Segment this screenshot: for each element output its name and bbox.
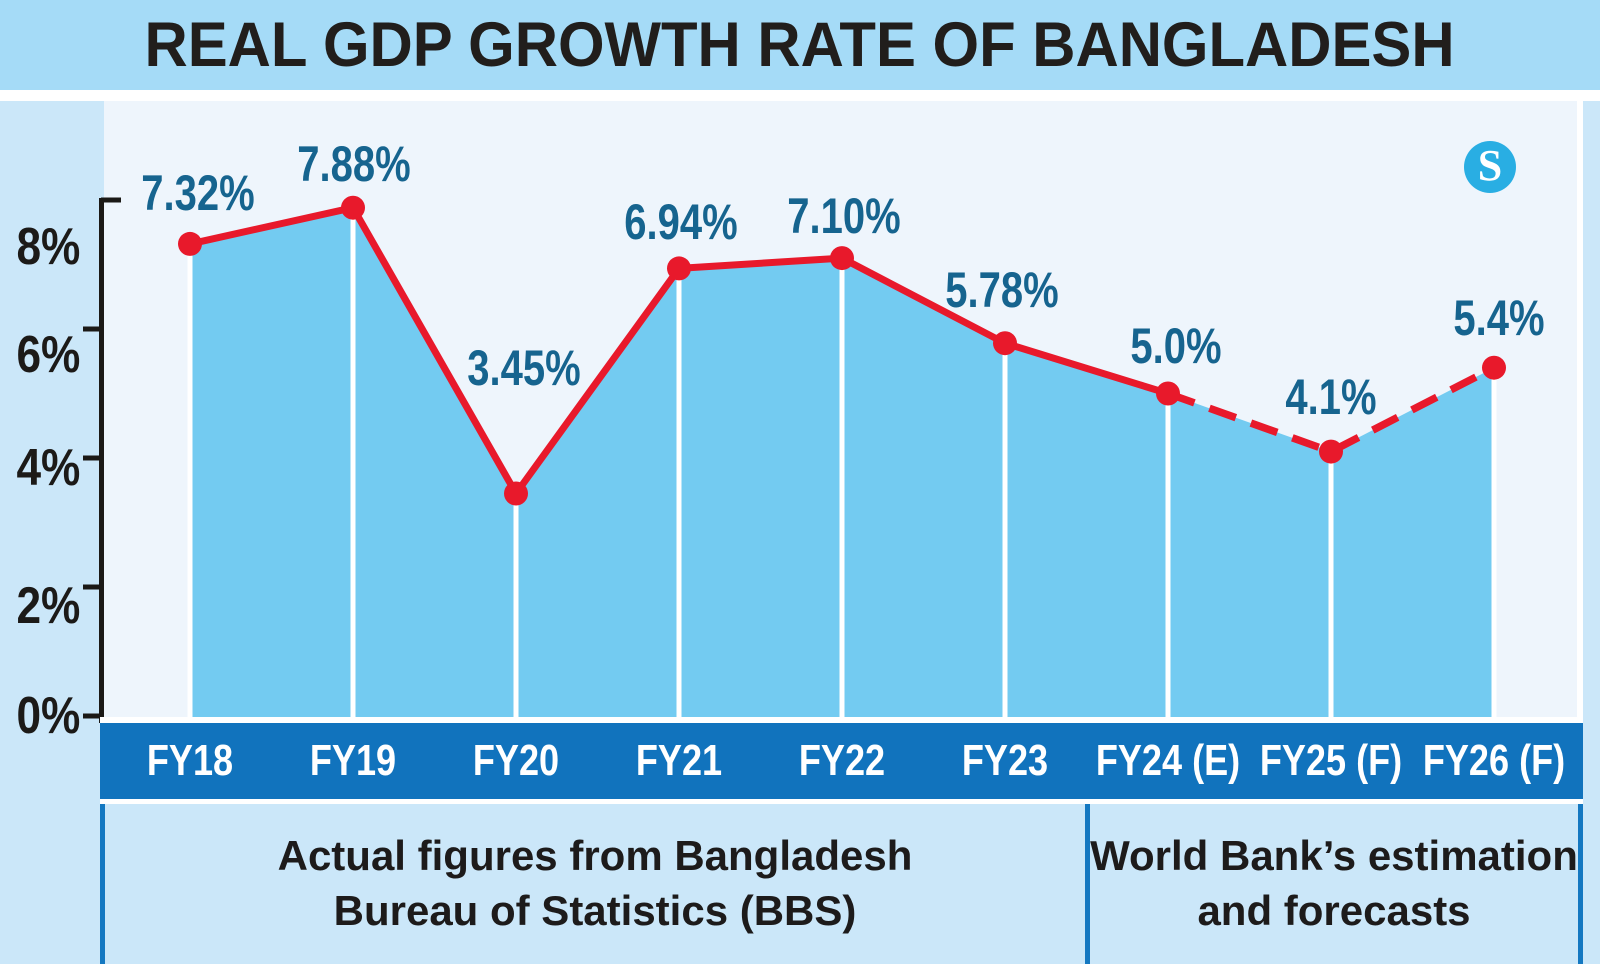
gap-below-x-band: [100, 799, 1583, 804]
x-axis-band: FY18 FY19 FY20 FY21 FY22 FY23 FY24 (E) FY25 (F)…: [100, 723, 1583, 799]
tbs-logo-letter: S: [1477, 140, 1503, 190]
data-point-marker-fy23: [993, 331, 1017, 356]
divider-under-title: [0, 90, 1600, 101]
data-point-marker-fy21: [667, 256, 691, 281]
area-separator: [1328, 451, 1334, 718]
data-point-marker-fy20: [504, 481, 528, 506]
annotation-worldbank-line1: World Bank’s estimation: [1090, 832, 1578, 880]
data-value-label: 7.88%: [297, 135, 411, 192]
data-value-label: 7.32%: [141, 164, 255, 221]
annotation-worldbank: World Bank’s estimation and forecasts: [1090, 804, 1578, 964]
x-axis-label: FY24 (E): [1095, 736, 1241, 785]
y-tick-label: 8%: [16, 218, 81, 276]
annotation-border-left: [100, 804, 105, 964]
y-tick-label: 4%: [16, 439, 81, 497]
chart-title: REAL GDP GROWTH RATE OF BANGLADESH: [144, 10, 1456, 80]
annotation-bbs: Actual figures from Bangladesh Bureau of…: [105, 804, 1085, 964]
area-separator: [1491, 367, 1497, 718]
data-point-marker-fy22: [830, 246, 854, 271]
area-separator: [350, 207, 356, 718]
data-value-label: 4.1%: [1285, 368, 1377, 425]
x-axis-label: FY18: [146, 736, 234, 785]
y-tick-label: 0%: [16, 687, 81, 745]
y-tick-label: 6%: [16, 326, 81, 384]
x-axis-label: FY21: [635, 736, 723, 785]
area-separator: [1002, 343, 1008, 718]
annotation-divider: [1085, 804, 1090, 964]
annotation-section: Actual figures from Bangladesh Bureau of…: [0, 804, 1600, 964]
x-axis-label: FY26 (F): [1422, 736, 1566, 785]
data-point-marker-fy24: [1156, 381, 1180, 406]
area-separator: [1165, 393, 1171, 718]
plot-right-gap: [1577, 101, 1583, 717]
gdp-line-forecast: [1166, 364, 1496, 456]
data-value-label: 7.10%: [787, 188, 901, 245]
data-value-label: 3.45%: [467, 339, 581, 396]
data-value-label: 5.4%: [1453, 289, 1545, 346]
data-point-marker-fy26: [1482, 355, 1506, 380]
data-value-label: 5.0%: [1130, 317, 1222, 374]
data-point-marker-fy25: [1319, 439, 1343, 464]
annotation-border-right: [1578, 804, 1583, 964]
x-axis-label: FY23: [961, 736, 1049, 785]
area-separator: [513, 493, 519, 718]
x-axis-label: FY19: [309, 736, 397, 785]
gap-above-x-band: [100, 717, 1583, 723]
data-value-label: 6.94%: [624, 194, 738, 251]
annotation-bbs-line2: Bureau of Statistics (BBS): [333, 887, 857, 934]
data-point-marker-fy18: [178, 231, 202, 256]
x-axis-label: FY25 (F): [1259, 736, 1403, 785]
area-separator: [839, 258, 845, 718]
annotation-bbs-line1: Actual figures from Bangladesh: [277, 832, 913, 880]
x-axis-label: FY22: [798, 736, 886, 785]
area-separator: [676, 268, 682, 718]
title-band: REAL GDP GROWTH RATE OF BANGLADESH: [0, 0, 1600, 90]
y-tick-label: 2%: [16, 577, 81, 635]
annotation-worldbank-line2: and forecasts: [1197, 887, 1471, 934]
x-axis-label: FY20: [472, 736, 560, 785]
area-separator: [187, 243, 193, 718]
data-value-label: 5.78%: [945, 262, 1059, 319]
tbs-logo: S: [1464, 141, 1516, 193]
data-point-marker-fy19: [341, 195, 365, 220]
